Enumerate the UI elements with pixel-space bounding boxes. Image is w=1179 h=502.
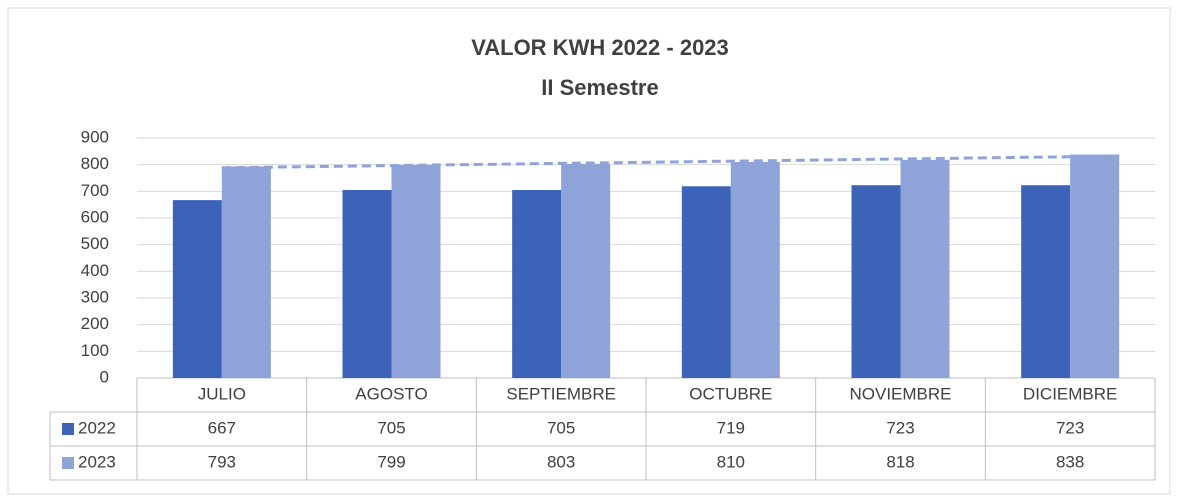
table-value: 719 [717,418,745,437]
bar [730,162,780,378]
y-tick-label: 0 [100,367,109,386]
bar [221,166,271,378]
x-tick-label: DICIEMBRE [1023,384,1117,403]
y-tick-label: 400 [81,261,109,280]
x-tick-label: OCTUBRE [689,384,772,403]
table-value: 705 [547,418,575,437]
y-tick-label: 800 [81,154,109,173]
y-tick-label: 700 [81,181,109,200]
legend-key [62,423,74,435]
trendline [221,154,1120,170]
legend-label: 2023 [78,452,116,471]
table-value: 793 [208,452,236,471]
bar [851,185,901,378]
bar [172,200,222,378]
bar [681,186,731,378]
bar [391,164,441,378]
table-value: 810 [717,452,745,471]
table-value: 667 [208,418,236,437]
x-tick-label: AGOSTO [355,384,427,403]
y-tick-label: 100 [81,341,109,360]
bar [561,163,611,378]
x-tick-label: JULIO [198,384,246,403]
x-tick-label: NOVIEMBRE [849,384,951,403]
bar [512,190,562,378]
table-value: 723 [886,418,914,437]
legend-label: 2022 [78,418,116,437]
table-value: 838 [1056,452,1084,471]
table-value: 723 [1056,418,1084,437]
table-value: 799 [377,452,405,471]
bar [342,190,392,378]
y-tick-label: 900 [81,127,109,146]
y-tick-label: 500 [81,234,109,253]
y-tick-label: 200 [81,314,109,333]
table-value: 818 [886,452,914,471]
chart-subtitle: II Semestre [541,75,658,100]
table-value: 803 [547,452,575,471]
chart-title: VALOR KWH 2022 - 2023 [471,35,729,60]
bar [1021,185,1071,378]
x-tick-label: SEPTIEMBRE [506,384,616,403]
table-value: 705 [377,418,405,437]
legend-key [62,457,74,469]
y-tick-label: 600 [81,207,109,226]
bar [900,159,950,378]
bar [1070,154,1120,378]
y-tick-label: 300 [81,287,109,306]
